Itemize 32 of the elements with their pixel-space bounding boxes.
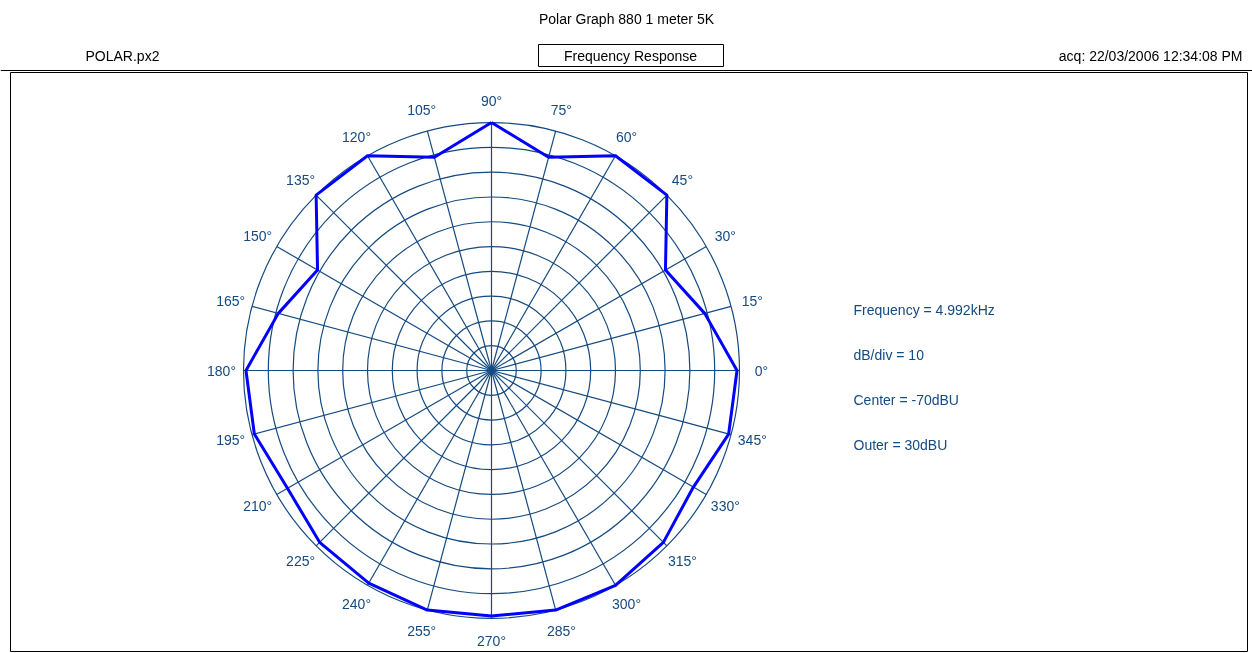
spoke-label: 0° <box>754 362 769 379</box>
spoke-label: 15° <box>741 292 763 309</box>
spoke-label: 90° <box>480 92 503 109</box>
spoke-label: 345° <box>737 432 767 449</box>
text: Frequency = 4.992kHz <box>853 301 995 318</box>
spoke-label: 255° <box>407 623 437 640</box>
spoke-label: 105° <box>407 101 437 118</box>
spoke-label: 30° <box>714 227 736 244</box>
spoke-label: 120° <box>342 128 371 145</box>
text: dB/div = 10 <box>853 346 925 363</box>
text: POLAR.px2 <box>85 47 160 64</box>
spoke-label: 60° <box>615 128 638 145</box>
spoke-label: 285° <box>546 623 576 640</box>
spoke-label: 150° <box>243 227 273 244</box>
spoke-label: 210° <box>243 497 273 514</box>
text: Center = -70dBU <box>853 391 959 408</box>
text: Outer = 30dBU <box>853 436 948 453</box>
spoke-label: 225° <box>286 553 316 570</box>
spoke-label: 315° <box>667 553 697 570</box>
spoke-label: 300° <box>612 596 641 613</box>
spoke-label: 180° <box>207 362 236 379</box>
spoke-label: 240° <box>342 596 371 613</box>
text: acq: 22/03/2006 12:34:08 PM <box>1058 47 1243 64</box>
spoke-label: 75° <box>550 101 572 118</box>
spoke-label: 330° <box>710 497 740 514</box>
spoke-label: 135° <box>286 171 316 188</box>
spoke-label: 165° <box>216 292 246 309</box>
spoke-label: 270° <box>477 632 506 649</box>
spoke-label: 45° <box>671 171 694 188</box>
spoke-label: 195° <box>216 432 246 449</box>
chart-title: Polar Graph 880 1 meter 5K <box>538 10 715 27</box>
chart-subtitle: Frequency Response <box>563 47 698 64</box>
